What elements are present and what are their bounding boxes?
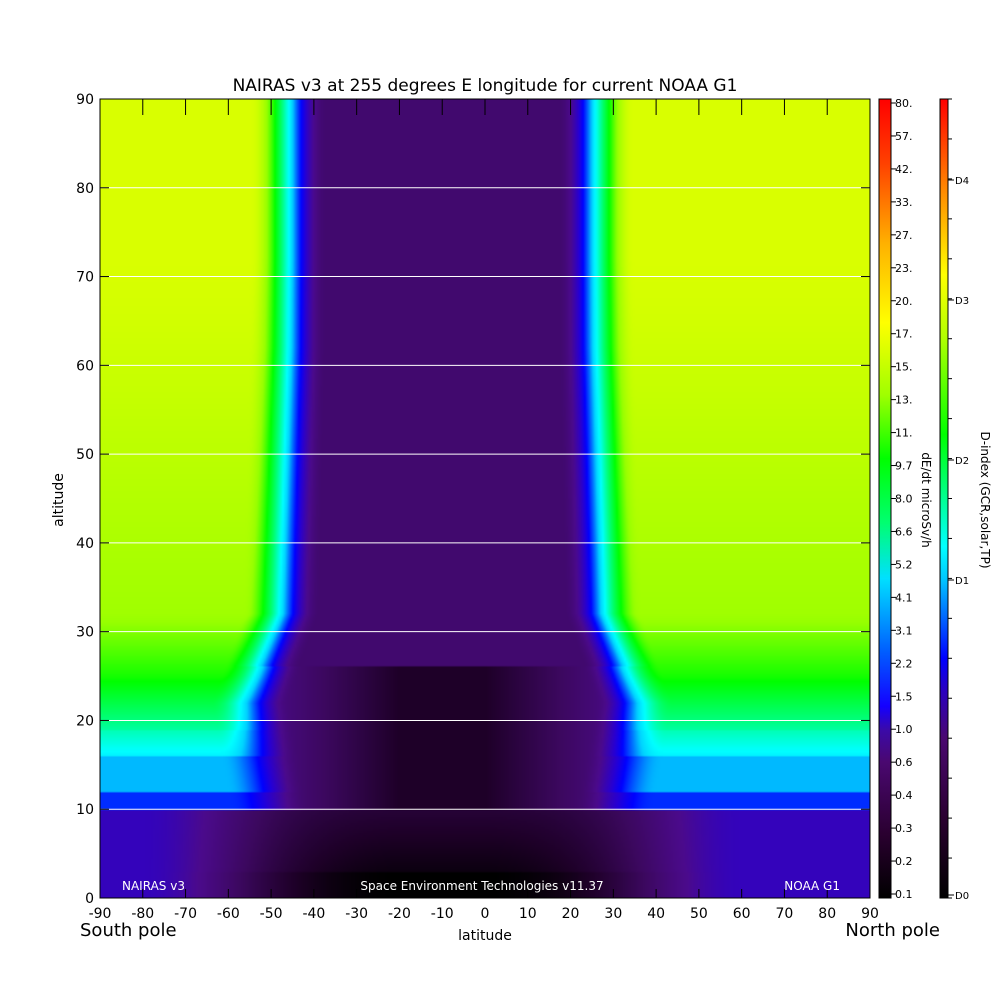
colorbar-dose-tick-label: 0.3 bbox=[895, 822, 913, 835]
colorbar-dose-tick-label: 0.4 bbox=[895, 789, 913, 802]
y-tick-label: 60 bbox=[76, 358, 94, 374]
colorbar-dose-tick-label: 13. bbox=[895, 394, 913, 407]
colorbar-dindex-gradient bbox=[939, 98, 949, 899]
colorbar-dose-tick-label: 42. bbox=[895, 163, 913, 176]
colorbar-dose-tick-label: 1.5 bbox=[895, 690, 913, 703]
y-tick-label: 90 bbox=[76, 92, 94, 108]
x-tick-label: -50 bbox=[260, 906, 283, 922]
north-pole-label: North pole bbox=[845, 920, 940, 941]
x-tick-label: 40 bbox=[647, 906, 665, 922]
x-tick-label: -70 bbox=[174, 906, 197, 922]
x-tick-label: -30 bbox=[345, 906, 368, 922]
y-tick-label: 0 bbox=[85, 891, 94, 907]
colorbar-dose-tick-label: 27. bbox=[895, 229, 913, 242]
colorbar-dose-gradient bbox=[878, 98, 892, 899]
colorbar-dose-tick-label: 0.1 bbox=[895, 888, 913, 901]
colorbar-dose-tick-label: 3.1 bbox=[895, 624, 913, 637]
x-tick-label: 10 bbox=[519, 906, 537, 922]
colorbar-dose-tick-label: 0.6 bbox=[895, 756, 913, 769]
colorbar-dindex-tick-label: D3 bbox=[955, 296, 969, 307]
south-pole-label: South pole bbox=[80, 920, 177, 941]
chart-title: NAIRAS v3 at 255 degrees E longitude for… bbox=[233, 76, 738, 96]
colorbar-dindex: D0 D1 D2 D3 D4 D-index (GCR,solar,TP) bbox=[939, 98, 992, 902]
colorbar-dose-tick-label: 17. bbox=[895, 328, 913, 341]
colorbar-dose-tick-label: 5.2 bbox=[895, 558, 913, 571]
colorbar-dose-tick-label: 15. bbox=[895, 361, 913, 374]
x-tick-label: -40 bbox=[302, 906, 325, 922]
x-tick-label: 0 bbox=[481, 906, 490, 922]
heatmap-image bbox=[100, 99, 870, 898]
x-tick-label: -60 bbox=[217, 906, 240, 922]
colorbar-dindex-ticks: D0 D1 D2 D3 D4 bbox=[948, 98, 969, 902]
colorbar-dose-tick-label: 80. bbox=[895, 97, 913, 110]
colorbar-dose-tick-label: 2.2 bbox=[895, 657, 913, 670]
y-axis-ticks: 0 10 20 30 40 50 60 70 80 90 bbox=[76, 92, 870, 907]
grid-lines bbox=[100, 187, 870, 810]
x-tick-label: 90 bbox=[861, 906, 879, 922]
x-tick-label: 20 bbox=[562, 906, 580, 922]
colorbar-dose-tick-label: 9.7 bbox=[895, 460, 913, 473]
colorbar-dose-tick-label: 20. bbox=[895, 295, 913, 308]
colorbar-dose-tick-label: 8.0 bbox=[895, 493, 913, 506]
x-tick-label: 70 bbox=[776, 906, 794, 922]
x-tick-label: 50 bbox=[690, 906, 708, 922]
x-axis-ticks: -90 -80 -70 -60 -50 -40 -30 -20 -10 0 10 20 30 40 50 60… bbox=[89, 99, 879, 922]
y-tick-label: 10 bbox=[76, 802, 94, 818]
y-tick-label: 20 bbox=[76, 713, 94, 729]
annotation-left: NAIRAS v3 bbox=[122, 879, 185, 893]
x-tick-label: -90 bbox=[89, 906, 112, 922]
colorbar-dindex-tick-label: D4 bbox=[955, 176, 969, 187]
colorbar-dose-tick-label: 6.6 bbox=[895, 525, 913, 538]
colorbar-dose-tick-label: 4.1 bbox=[895, 591, 913, 604]
colorbar-dose-tick-label: 0.2 bbox=[895, 855, 913, 868]
colorbar-dose-tick-label: 23. bbox=[895, 262, 913, 275]
colorbar-dindex-tick-label: D1 bbox=[955, 576, 969, 587]
y-tick-label: 50 bbox=[76, 447, 94, 463]
heatmap-area bbox=[100, 99, 870, 898]
y-tick-label: 30 bbox=[76, 625, 94, 641]
colorbar-dindex-tick-label: D2 bbox=[955, 456, 969, 467]
colorbar-dose-tick-label: 11. bbox=[895, 427, 913, 440]
y-tick-label: 40 bbox=[76, 536, 94, 552]
colorbar-dose-label: dE/dt microSv/h bbox=[919, 452, 933, 547]
colorbar-dose-tick-label: 1.0 bbox=[895, 723, 913, 736]
x-tick-label: 30 bbox=[604, 906, 622, 922]
annotation-center: Space Environment Technologies v11.37 bbox=[360, 879, 603, 893]
colorbar-dindex-tick-label: D0 bbox=[955, 891, 969, 902]
colorbar-dose-ticks: 0.1 0.2 0.3 0.4 0.6 1.0 1.5 2.2 3.1 4.1 5.2 6.6 8.0 9… bbox=[891, 97, 913, 901]
colorbar-dose: 0.1 0.2 0.3 0.4 0.6 1.0 1.5 2.2 3.1 4.1 5.2 6.6 8.0 9… bbox=[878, 97, 933, 901]
annotation-right: NOAA G1 bbox=[784, 879, 840, 893]
x-axis-label: latitude bbox=[458, 928, 512, 944]
x-tick-label: -80 bbox=[131, 906, 154, 922]
x-tick-label: 60 bbox=[733, 906, 751, 922]
x-tick-label: -10 bbox=[431, 906, 454, 922]
colorbar-dose-tick-label: 33. bbox=[895, 196, 913, 209]
x-tick-label: 80 bbox=[818, 906, 836, 922]
x-tick-label: -20 bbox=[388, 906, 411, 922]
y-axis-label: altitude bbox=[51, 473, 67, 527]
colorbar-dindex-label: D-index (GCR,solar,TP) bbox=[978, 431, 992, 568]
y-tick-label: 70 bbox=[76, 270, 94, 286]
colorbar-dose-tick-label: 57. bbox=[895, 130, 913, 143]
plot-frame bbox=[99, 98, 871, 899]
y-tick-label: 80 bbox=[76, 181, 94, 197]
